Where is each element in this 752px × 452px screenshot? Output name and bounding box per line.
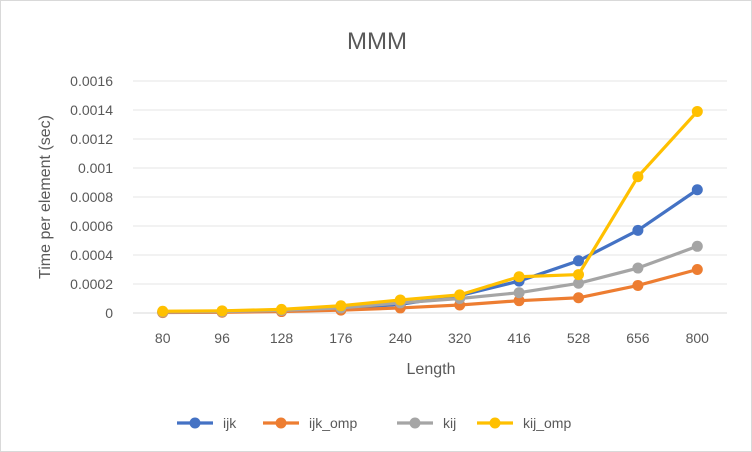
series-line bbox=[161, 109, 699, 313]
legend-item-kij: kij bbox=[397, 415, 456, 431]
legend-label: kij bbox=[443, 415, 456, 431]
y-tick-label: 0 bbox=[105, 305, 113, 321]
data-point bbox=[394, 294, 406, 306]
data-point bbox=[276, 303, 287, 315]
legend-label: kij_omp bbox=[523, 415, 571, 431]
data-point bbox=[691, 240, 703, 252]
y-tick-label: 0.001 bbox=[78, 160, 113, 176]
data-point bbox=[691, 184, 703, 196]
series-line bbox=[161, 267, 699, 315]
x-tick-label: 96 bbox=[214, 330, 230, 346]
x-tick-label: 416 bbox=[507, 330, 531, 346]
legend-label: ijk bbox=[223, 415, 237, 431]
x-tick-label: 240 bbox=[389, 330, 413, 346]
data-point bbox=[691, 264, 703, 275]
series-line bbox=[161, 244, 699, 314]
x-tick-label: 128 bbox=[270, 330, 294, 346]
data-point bbox=[513, 271, 525, 283]
data-point bbox=[513, 287, 525, 299]
data-point bbox=[691, 105, 703, 117]
legend-marker bbox=[489, 417, 501, 429]
y-tick-label: 0.0014 bbox=[70, 102, 113, 118]
x-axis-label: Length bbox=[407, 361, 456, 378]
data-point bbox=[573, 269, 584, 281]
x-tick-label: 176 bbox=[329, 330, 353, 346]
x-tick-label: 320 bbox=[448, 330, 472, 346]
x-tick-label: 80 bbox=[155, 330, 171, 346]
data-point bbox=[573, 255, 584, 267]
y-tick-label: 0.0006 bbox=[70, 218, 113, 234]
chart-title: MMM bbox=[347, 28, 407, 55]
data-point bbox=[157, 305, 169, 317]
x-tick-labels: 80 96 128 176 240 320 416 528 656 800 bbox=[155, 330, 709, 346]
x-tick-label: 656 bbox=[626, 330, 650, 346]
legend-marker bbox=[189, 417, 201, 429]
legend-item-kij-omp: kij_omp bbox=[477, 415, 571, 431]
data-point bbox=[632, 262, 644, 274]
legend: ijk ijk_omp kij kij_omp bbox=[177, 415, 571, 431]
y-tick-label: 0.0012 bbox=[70, 131, 113, 147]
y-tick-label: 0.0016 bbox=[70, 73, 113, 89]
y-tick-label: 0.0004 bbox=[70, 247, 113, 263]
series-kij-omp bbox=[157, 105, 703, 317]
legend-label: ijk_omp bbox=[309, 415, 357, 431]
y-tick-label: 0.0008 bbox=[70, 189, 113, 205]
x-tick-label: 800 bbox=[686, 330, 710, 346]
legend-item-ijk: ijk bbox=[177, 415, 237, 431]
legend-item-ijk-omp: ijk_omp bbox=[263, 415, 357, 431]
grid-lines bbox=[133, 80, 727, 314]
data-point bbox=[335, 300, 347, 312]
data-point bbox=[513, 295, 525, 307]
legend-marker bbox=[275, 417, 287, 429]
x-tick-label: 528 bbox=[567, 330, 591, 346]
data-point bbox=[454, 289, 466, 301]
data-point bbox=[632, 279, 644, 291]
y-tick-labels: 0 0.0002 0.0004 0.0006 0.0008 0.001 0.0012 0.00… bbox=[70, 73, 113, 321]
series-group bbox=[157, 105, 703, 319]
y-tick-label: 0.0002 bbox=[70, 276, 113, 292]
data-point bbox=[632, 224, 644, 236]
y-axis-label: Time per element (sec) bbox=[37, 115, 54, 279]
legend-marker bbox=[409, 417, 421, 429]
data-point bbox=[573, 277, 584, 289]
data-point bbox=[216, 305, 228, 317]
data-point bbox=[573, 292, 584, 304]
data-point bbox=[632, 171, 644, 183]
